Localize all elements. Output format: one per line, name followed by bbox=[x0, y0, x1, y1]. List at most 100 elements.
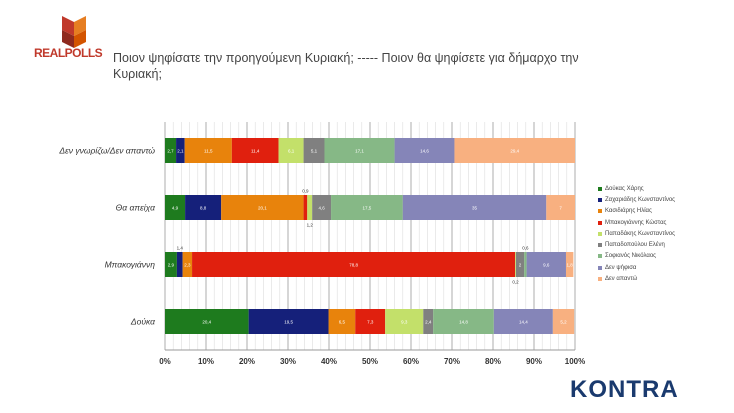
data-label: 2,1 bbox=[177, 149, 184, 154]
bar-segment bbox=[423, 309, 434, 334]
bar-segment bbox=[231, 138, 279, 163]
bar-segment bbox=[324, 138, 395, 163]
data-label: 0,9 bbox=[302, 189, 309, 194]
bar-segment bbox=[192, 252, 516, 277]
legend-swatch bbox=[598, 209, 602, 214]
data-label: 14,4 bbox=[519, 320, 528, 325]
legend-item: Κασιδιάρης Ηλίας bbox=[598, 206, 675, 217]
legend-label: Μπακογιάννης Κώστας bbox=[605, 219, 667, 226]
data-label: 5,2 bbox=[560, 320, 567, 325]
x-tick-label: 0% bbox=[159, 357, 171, 366]
data-label: 78,8 bbox=[349, 263, 358, 268]
legend-label: Δεν ψήφισα bbox=[605, 264, 637, 271]
data-label: 5,1 bbox=[311, 149, 318, 154]
legend-label: Παπαδάκης Κωνσταντίνος bbox=[605, 230, 676, 237]
legend-label: Παπαδοπούλου Ελένη bbox=[605, 242, 665, 249]
legend-swatch bbox=[598, 197, 602, 202]
bar-segment bbox=[221, 195, 304, 220]
data-label: 11,4 bbox=[251, 149, 260, 154]
bar-segment bbox=[176, 138, 185, 163]
data-label: 6,1 bbox=[288, 149, 295, 154]
legend-swatch bbox=[598, 243, 602, 248]
legend-label: Δεν απαντώ bbox=[605, 276, 638, 283]
legend-label: Δούκας Χάρης bbox=[605, 185, 644, 192]
data-label: 6,5 bbox=[339, 320, 346, 325]
x-tick-label: 30% bbox=[280, 357, 296, 366]
data-label: 2,9 bbox=[168, 263, 175, 268]
data-label: 20,1 bbox=[258, 206, 267, 211]
data-label: 17,5 bbox=[363, 206, 372, 211]
bar-segment bbox=[526, 252, 566, 277]
x-tick-label: 90% bbox=[526, 357, 542, 366]
x-tick-label: 20% bbox=[239, 357, 255, 366]
data-label: 35 bbox=[472, 206, 478, 211]
bar-segment bbox=[565, 252, 574, 277]
data-label: 4,6 bbox=[318, 206, 325, 211]
data-label: 14,8 bbox=[459, 320, 468, 325]
chart-title: Ποιον ψηφίσατε την προηγούμενη Κυριακή; … bbox=[113, 51, 579, 81]
data-label: 1,2 bbox=[307, 223, 314, 228]
legend-label: Σοφιανός Νικόλαος bbox=[605, 253, 657, 260]
legend-item: Δούκας Χάρης bbox=[598, 183, 675, 194]
bar-segment bbox=[165, 195, 186, 220]
data-label: 2,7 bbox=[167, 149, 174, 154]
bar-segment bbox=[307, 195, 313, 220]
bar-segment bbox=[176, 252, 183, 277]
bar-segment bbox=[303, 138, 325, 163]
legend-item: Παπαδάκης Κωνσταντίνος bbox=[598, 228, 675, 239]
bar-segment bbox=[165, 138, 177, 163]
x-tick-label: 70% bbox=[444, 357, 460, 366]
bar-segment bbox=[402, 195, 547, 220]
data-label: 19,5 bbox=[284, 320, 293, 325]
bar-segment bbox=[184, 138, 232, 163]
data-label: 0,2 bbox=[512, 280, 519, 285]
bar-segment bbox=[165, 252, 177, 277]
data-label: 9,3 bbox=[401, 320, 408, 325]
bar-segment bbox=[355, 309, 386, 334]
x-tick-label: 80% bbox=[485, 357, 501, 366]
bar-segment bbox=[312, 195, 332, 220]
legend-swatch bbox=[598, 220, 602, 225]
legend-item: Μπακογιάννης Κώστας bbox=[598, 217, 675, 228]
legend-swatch bbox=[598, 254, 602, 259]
x-tick-label: 40% bbox=[321, 357, 337, 366]
legend-swatch bbox=[598, 231, 602, 236]
data-label: 17,1 bbox=[355, 149, 364, 154]
realpolls-logo bbox=[62, 16, 86, 48]
legend-swatch bbox=[598, 277, 602, 282]
legend-swatch bbox=[598, 186, 602, 191]
bar-segment bbox=[303, 195, 308, 220]
data-label: 2,3 bbox=[184, 263, 191, 268]
legend-item: Σοφιανός Νικόλαος bbox=[598, 251, 675, 262]
legend-item: Δεν ψήφισα bbox=[598, 262, 675, 273]
bar-segment bbox=[433, 309, 494, 334]
bar-segment bbox=[524, 252, 527, 277]
category-label: Δεν γνωρίζω/Δεν απαντώ bbox=[58, 146, 155, 156]
legend: Δούκας Χάρης Ζαχαριάδης Κωνσταντίνος Κασιδ… bbox=[598, 183, 675, 285]
bar-segment bbox=[185, 195, 222, 220]
bar-segment bbox=[165, 309, 249, 334]
data-label: 11,5 bbox=[204, 149, 213, 154]
bar-segment bbox=[546, 195, 575, 220]
legend-item: Δεν απαντώ bbox=[598, 273, 675, 284]
bar-segment bbox=[278, 138, 304, 163]
category-label: Δούκα bbox=[130, 317, 156, 327]
bar-segment bbox=[515, 252, 525, 277]
data-label: 8,8 bbox=[200, 206, 207, 211]
data-label: 14,6 bbox=[420, 149, 429, 154]
legend-label: Ζαχαριάδης Κωνσταντίνος bbox=[605, 196, 676, 203]
bar-segment bbox=[552, 309, 575, 334]
x-tick-label: 10% bbox=[198, 357, 214, 366]
data-label: 20,4 bbox=[202, 320, 211, 325]
bar-segment bbox=[493, 309, 553, 334]
x-tick-label: 100% bbox=[565, 357, 585, 366]
legend-label: Κασιδιάρης Ηλίας bbox=[605, 208, 652, 215]
bar-segment bbox=[515, 252, 516, 277]
legend-item: Ζαχαριάδης Κωνσταντίνος bbox=[598, 194, 675, 205]
legend-swatch bbox=[598, 265, 602, 270]
data-label: 29,4 bbox=[510, 149, 519, 154]
bar-segment bbox=[331, 195, 403, 220]
data-label: 2,4 bbox=[425, 320, 432, 325]
x-tick-label: 60% bbox=[403, 357, 419, 366]
